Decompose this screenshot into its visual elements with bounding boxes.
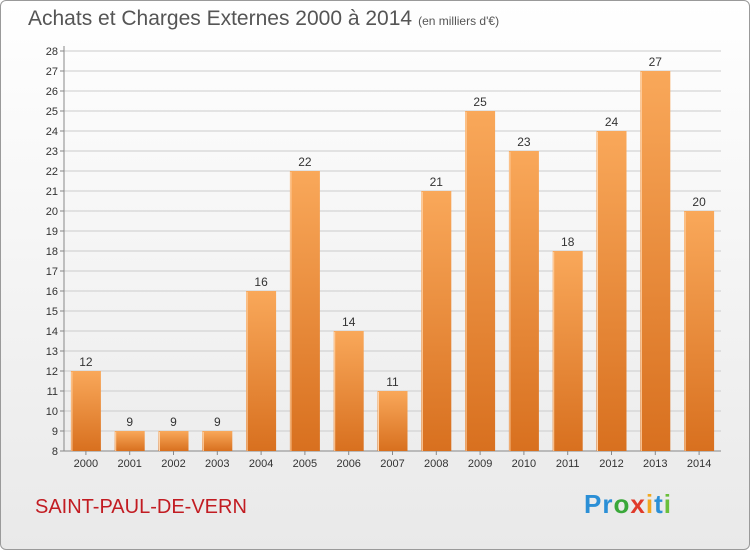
y-tick-label: 20 (46, 206, 58, 218)
proxiti-logo: Proxiti (584, 489, 672, 520)
x-tick-label-2001: 2001 (117, 458, 141, 470)
x-tick-label-2002: 2002 (161, 458, 185, 470)
data-label-2000: 12 (79, 355, 93, 369)
bar-2006 (333, 331, 364, 451)
data-label-2011: 18 (561, 235, 575, 249)
data-label-2004: 16 (254, 275, 268, 289)
y-tick-label: 14 (46, 326, 58, 338)
y-tick-label: 28 (46, 46, 58, 58)
x-tick-label-2004: 2004 (249, 458, 273, 470)
y-tick-label: 23 (46, 146, 58, 158)
bar-2003 (202, 431, 233, 451)
logo-letter: i (645, 489, 655, 519)
x-tick-label-2014: 2014 (687, 458, 711, 470)
x-tick-label-2005: 2005 (293, 458, 317, 470)
bar-2011 (552, 251, 583, 451)
bar-2014 (684, 211, 715, 451)
y-tick-label: 16 (46, 286, 58, 298)
bar-2005 (289, 171, 320, 451)
unit-label: (en milliers d'€) (418, 14, 500, 28)
x-tick-label-2011: 2011 (556, 458, 580, 470)
y-tick-label: 25 (46, 106, 58, 118)
logo-letter: o (613, 489, 631, 519)
x-tick-label-2008: 2008 (424, 458, 448, 470)
data-label-2007: 11 (386, 375, 399, 389)
bar-2009 (465, 111, 496, 451)
logo-letter: t (654, 489, 664, 519)
logo-letter: x (630, 489, 646, 519)
data-label-2008: 21 (430, 175, 444, 189)
bar-2000 (70, 371, 101, 451)
x-tick-label-2003: 2003 (205, 458, 229, 470)
logo-letter: P (584, 489, 603, 519)
bar-2008 (421, 191, 452, 451)
data-label-2014: 20 (692, 195, 706, 209)
y-tick-label: 11 (47, 386, 58, 398)
bar-2010 (508, 151, 539, 451)
y-tick-label: 13 (46, 346, 58, 358)
data-label-2003: 9 (214, 415, 221, 429)
title-text: Achats et Charges Externes 2000 à 2014 (28, 7, 413, 30)
data-label-2002: 9 (170, 415, 177, 429)
x-tick-label-2013: 2013 (643, 458, 667, 470)
x-tick-label-2007: 2007 (380, 458, 404, 470)
y-tick-label: 27 (46, 66, 58, 78)
data-label-2006: 14 (342, 315, 356, 329)
y-tick-label: 26 (46, 86, 58, 98)
bars (70, 71, 715, 451)
bar-2004 (246, 291, 277, 451)
bar-2001 (114, 431, 145, 451)
y-tick-label: 17 (46, 266, 58, 278)
chart-title: Achats et Charges Externes 2000 à 2014 (e… (28, 7, 499, 31)
data-label-2010: 23 (517, 135, 531, 149)
bar-2012 (596, 131, 627, 451)
data-label-2001: 9 (126, 415, 133, 429)
y-tick-label: 21 (46, 186, 58, 198)
x-tick-label-2009: 2009 (468, 458, 492, 470)
bar-2013 (640, 71, 671, 451)
data-label-2005: 22 (298, 155, 312, 169)
x-tick-label-2010: 2010 (512, 458, 536, 470)
data-label-2009: 25 (473, 95, 487, 109)
y-tick-label: 19 (46, 226, 58, 238)
x-tick-label-2012: 2012 (599, 458, 623, 470)
y-tick-label: 8 (52, 446, 58, 458)
y-tick-label: 18 (46, 246, 58, 258)
logo-letter: i (663, 489, 672, 519)
data-label-2012: 24 (605, 115, 619, 129)
y-tick-label: 10 (46, 406, 58, 418)
y-tick-label: 15 (46, 306, 58, 318)
data-label-2013: 27 (649, 55, 663, 69)
y-tick-label: 24 (46, 126, 58, 138)
commune-name: SAINT-PAUL-DE-VERN (35, 496, 247, 518)
bar-2007 (377, 391, 408, 451)
y-tick-label: 9 (52, 426, 58, 438)
logo-letter: r (602, 489, 614, 519)
bar-2002 (158, 431, 189, 451)
x-tick-label-2000: 2000 (74, 458, 98, 470)
y-tick-label: 22 (46, 166, 58, 178)
labels: 8 9 10 11 12 13 14 15 16 17 18 19 20 21 22 23 24 25 26 27 28… (46, 46, 712, 470)
y-tick-label: 12 (46, 366, 58, 378)
x-tick-label-2006: 2006 (336, 458, 360, 470)
